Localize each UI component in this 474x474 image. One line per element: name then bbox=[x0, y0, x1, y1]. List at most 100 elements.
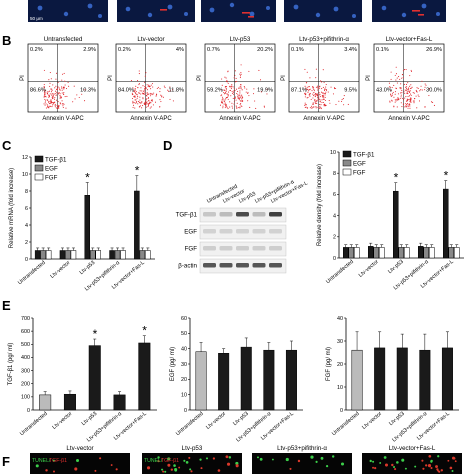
micrograph-bottom-image bbox=[362, 453, 462, 474]
flow-event-dot bbox=[150, 102, 152, 104]
flow-event-dot bbox=[159, 88, 161, 90]
micrograph-bottom-title: Ltv-vector+Fas-L bbox=[389, 445, 436, 452]
flow-event-dot bbox=[409, 85, 411, 87]
flow-event-dot bbox=[145, 99, 147, 101]
flow-event-dot bbox=[159, 99, 161, 101]
flow-event-dot bbox=[142, 97, 144, 99]
flow-event-dot bbox=[309, 77, 311, 79]
flow-event-dot bbox=[404, 97, 406, 99]
flow-event-dot bbox=[136, 79, 139, 82]
flow-event-dot bbox=[43, 91, 45, 93]
flow-event-dot bbox=[43, 96, 45, 98]
micrograph-cell-dot bbox=[372, 460, 375, 463]
flow-event-dot bbox=[50, 100, 52, 102]
flow-event-dot bbox=[316, 95, 319, 97]
flow-event-dot bbox=[231, 90, 233, 92]
flow-event-dot bbox=[418, 95, 420, 98]
flow-event-dot bbox=[43, 90, 46, 92]
significance-star: * bbox=[444, 169, 449, 183]
micrograph-bottom-image bbox=[252, 453, 352, 474]
flow-event-dot bbox=[139, 102, 141, 104]
flow-event-dot bbox=[44, 94, 46, 96]
flow-event-dot bbox=[433, 104, 435, 106]
flow-event-dot bbox=[59, 96, 61, 98]
flow-event-dot bbox=[152, 94, 154, 96]
flow-event-dot bbox=[52, 95, 54, 97]
flow-event-dot bbox=[145, 98, 148, 100]
bar bbox=[114, 250, 121, 260]
flow-event-dot bbox=[400, 83, 402, 85]
flow-event-dot bbox=[307, 96, 309, 98]
x-tick-label: Untransfected bbox=[175, 411, 205, 437]
flow-event-dot bbox=[43, 69, 45, 71]
flow-event-dot bbox=[421, 80, 423, 82]
flow-event-dot bbox=[418, 100, 421, 102]
flow-event-dot bbox=[63, 72, 65, 75]
flow-event-dot bbox=[399, 78, 401, 80]
y-axis-label: TGF-β1 (pg/ ml) bbox=[8, 343, 14, 386]
micrograph-cell-dot bbox=[205, 457, 209, 460]
flow-event-dot bbox=[321, 96, 323, 98]
flow-event-dot bbox=[168, 90, 170, 92]
flow-event-dot bbox=[412, 91, 414, 94]
flow-event-dot bbox=[322, 86, 324, 88]
y-tick-label: 60 bbox=[181, 316, 187, 322]
flow-event-dot bbox=[321, 81, 323, 83]
legend-label: EGF bbox=[45, 166, 58, 173]
flow-event-dot bbox=[395, 100, 397, 102]
legend-swatch bbox=[34, 173, 44, 181]
flow-event-dot bbox=[164, 87, 166, 89]
flow-event-dot bbox=[317, 89, 319, 91]
micrograph-cell-dot bbox=[217, 469, 221, 472]
flow-event-dot bbox=[44, 98, 46, 100]
micrograph-tunel-label: TUNEL/ bbox=[144, 458, 163, 464]
micrograph-cell-dot bbox=[315, 460, 318, 463]
flow-event-dot bbox=[132, 104, 135, 106]
flow-event-dot bbox=[141, 101, 143, 103]
flow-event-dot bbox=[323, 81, 325, 83]
flow-event-dot bbox=[400, 96, 402, 98]
flow-event-dot bbox=[147, 98, 149, 100]
flow-event-dot bbox=[142, 98, 144, 100]
chart-tgf-elisa: 0 100 200 300 400 500 600 700 TGF-β1 (pg/ ml) Unt… bbox=[8, 316, 157, 443]
flow-event-dot bbox=[50, 91, 53, 93]
micrograph-cell-dot bbox=[170, 468, 174, 471]
flow-event-dot bbox=[417, 87, 419, 89]
y-tick-label: 10 bbox=[22, 172, 28, 178]
flow-event-dot bbox=[306, 81, 308, 84]
flow-event-dot bbox=[44, 95, 46, 97]
flow-event-dot bbox=[45, 92, 47, 94]
flow-event-dot bbox=[305, 104, 307, 106]
flow-event-dot bbox=[64, 80, 66, 82]
micrograph-top-4 bbox=[284, 0, 362, 22]
flow-event-dot bbox=[59, 102, 61, 104]
bar bbox=[195, 351, 207, 411]
flow-event-dot bbox=[308, 89, 310, 91]
flow-event-dot bbox=[62, 106, 64, 109]
flow-event-dot bbox=[424, 86, 426, 88]
flow-event-dot bbox=[239, 86, 241, 88]
flow-event-dot bbox=[304, 96, 306, 98]
blot-band bbox=[252, 263, 266, 268]
flow-event-dot bbox=[61, 79, 63, 81]
flow-event-dot bbox=[397, 97, 399, 99]
flow-quadrant-upper-left: 0.1% bbox=[291, 47, 304, 53]
flow-event-dot bbox=[239, 100, 241, 102]
bar bbox=[379, 247, 385, 259]
flow-event-dot bbox=[233, 77, 235, 79]
flow-event-dot bbox=[47, 107, 49, 109]
flow-event-dot bbox=[233, 100, 235, 102]
bar bbox=[441, 347, 453, 411]
flow-event-dot bbox=[399, 87, 401, 89]
flow-event-dot bbox=[54, 106, 56, 108]
flow-event-dot bbox=[43, 89, 45, 91]
micrograph-cell-dot bbox=[110, 464, 113, 466]
flow-event-dot bbox=[48, 105, 50, 107]
flow-event-dot bbox=[240, 71, 242, 74]
flow-event-dot bbox=[58, 107, 60, 109]
flow-event-dot bbox=[304, 85, 306, 87]
flow-quadrant-upper-left: 0.2% bbox=[118, 47, 131, 53]
flow-plot-frame bbox=[373, 43, 445, 113]
flow-event-dot bbox=[389, 87, 391, 89]
